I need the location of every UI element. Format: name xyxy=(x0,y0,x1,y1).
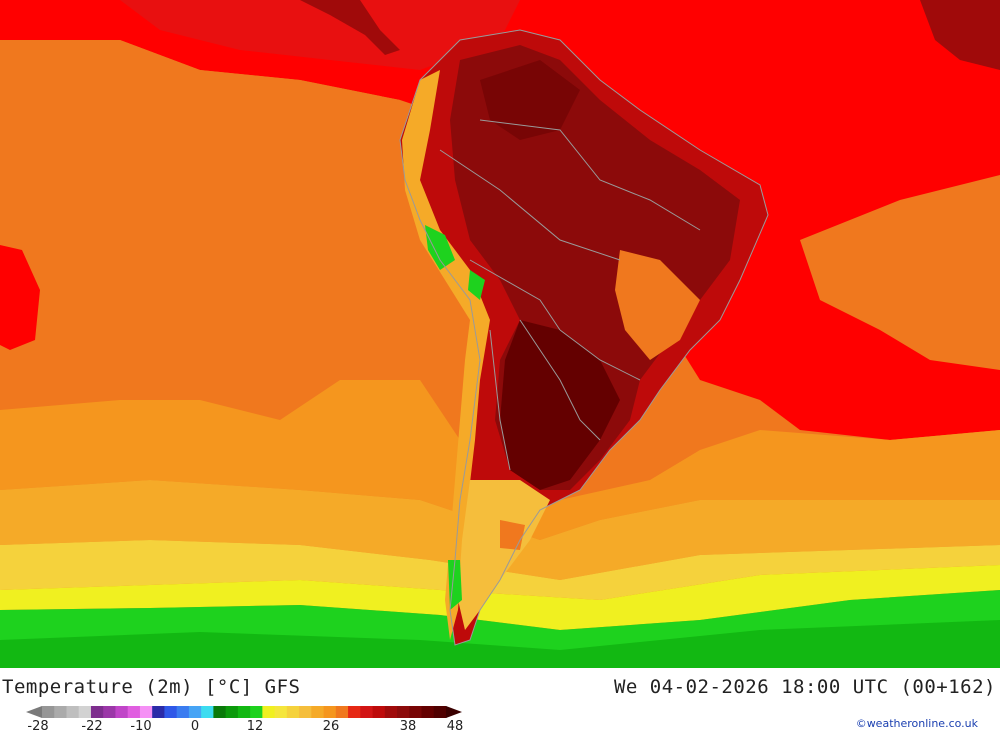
scale-arrow-left xyxy=(26,706,42,718)
scale-swatch xyxy=(66,706,80,718)
ocean-warm-north xyxy=(0,0,1000,440)
scale-swatch xyxy=(188,706,202,718)
scale-swatch xyxy=(139,706,153,718)
scale-swatch xyxy=(213,706,227,718)
scale-swatch xyxy=(176,706,190,718)
scale-swatch xyxy=(384,706,398,718)
map-footer xyxy=(0,668,1000,733)
valid-time: We 04-02-2026 18:00 UTC (00+162) xyxy=(613,676,996,698)
scale-tick-label: 38 xyxy=(399,719,417,734)
scale-swatch xyxy=(299,706,312,718)
scale-swatch xyxy=(115,706,129,718)
scale-tick-label: 26 xyxy=(322,719,340,734)
ocean-southern-green-dark xyxy=(0,620,1000,668)
scale-tick-label: -22 xyxy=(81,719,103,734)
scale-swatch xyxy=(360,706,374,718)
scale-swatch xyxy=(54,706,67,718)
country-borders xyxy=(399,29,769,646)
scale-swatch xyxy=(323,706,337,718)
scale-swatch xyxy=(421,706,435,718)
ocean-band-gold xyxy=(0,540,1000,600)
scale-tick-label: 0 xyxy=(190,719,200,734)
land-amazon-hot xyxy=(480,60,580,140)
scale-swatch xyxy=(201,706,214,718)
credit-text[interactable]: ©weatheronline.co.uk xyxy=(855,717,978,730)
scale-tick-label: 48 xyxy=(446,719,464,734)
scale-tick-label: -28 xyxy=(27,719,49,734)
scale-swatch xyxy=(237,706,251,718)
scale-tick-label: 12 xyxy=(246,719,264,734)
land-central-america xyxy=(300,0,400,55)
land-africa-corner xyxy=(920,0,1000,70)
scale-swatch xyxy=(286,706,300,718)
color-scale-bar xyxy=(26,706,462,718)
scale-swatch xyxy=(397,706,410,718)
scale-swatch xyxy=(225,706,239,718)
scale-swatch xyxy=(348,706,361,718)
scale-swatch xyxy=(78,706,92,718)
scale-swatch xyxy=(311,706,325,718)
scale-swatch xyxy=(274,706,288,718)
ocean-band-yellow xyxy=(0,565,1000,630)
ocean-pacific-orange xyxy=(0,40,420,420)
land-andes-green xyxy=(425,225,455,270)
scale-swatch xyxy=(152,706,165,718)
map-title: Temperature (2m) [°C] GFS xyxy=(2,676,301,698)
scale-swatch xyxy=(409,706,423,718)
land-chaco-hottest xyxy=(500,320,620,490)
scale-swatch xyxy=(372,706,386,718)
scale-swatch xyxy=(90,706,104,718)
scale-swatch xyxy=(250,706,263,718)
ocean-red-blob-west xyxy=(0,245,40,350)
scale-swatch xyxy=(433,706,447,718)
scale-swatch xyxy=(127,706,141,718)
ocean-atlantic-orange xyxy=(800,175,1000,370)
ocean-pacific-warm xyxy=(120,0,520,70)
land-andes-green-2 xyxy=(468,270,485,300)
land-patagonia xyxy=(458,480,550,630)
scale-swatch xyxy=(103,706,116,718)
temperature-map xyxy=(0,0,1000,668)
scale-arrow-right xyxy=(446,706,462,718)
scale-swatch xyxy=(42,706,55,718)
scale-swatch xyxy=(262,706,276,718)
scale-swatch xyxy=(335,706,349,718)
scale-tick-label: -10 xyxy=(130,719,152,734)
land-brazil-highlands xyxy=(615,250,700,360)
temperature-field xyxy=(0,0,1000,668)
scale-swatch xyxy=(164,706,178,718)
